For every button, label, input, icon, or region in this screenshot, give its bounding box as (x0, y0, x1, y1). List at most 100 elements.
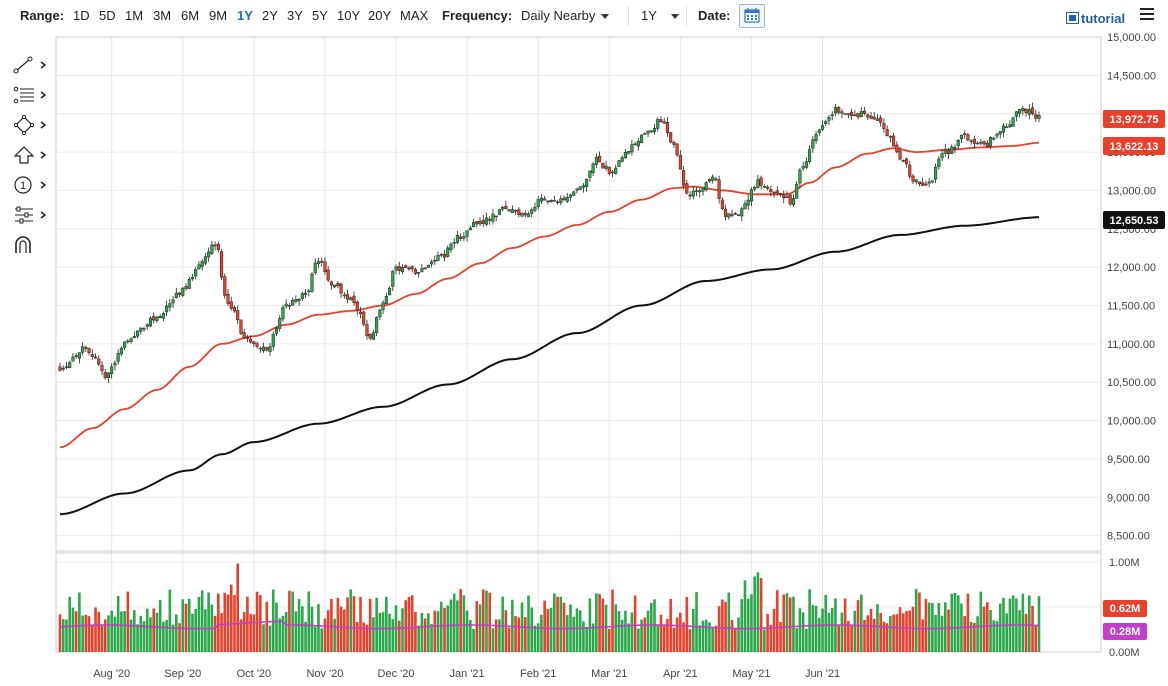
candle-body (698, 190, 702, 193)
candle-body (685, 183, 689, 194)
candle-body (93, 356, 98, 359)
range-6m-button[interactable]: 6M (181, 8, 200, 23)
candle-body (1024, 108, 1028, 113)
volume-bar (901, 613, 905, 652)
price-tick-label: 10,500.00 (1107, 377, 1156, 389)
shape-tool[interactable] (10, 114, 50, 136)
period-select[interactable]: 1Y (641, 8, 679, 24)
volume-bar (78, 592, 81, 652)
candle-body (927, 181, 931, 184)
date-tick-label: Aug '20 (93, 668, 130, 680)
chart-toolbar: Range: 1D 5D 1M 3M 6M 9M 1Y 2Y 3Y 5Y 10Y… (0, 0, 1168, 34)
volume-average-line (59, 620, 1040, 630)
volume-bar (840, 612, 844, 652)
chevron-down-icon (670, 14, 679, 20)
chevron-down-icon (601, 14, 610, 20)
sma200-line (59, 216, 1039, 516)
volume-bar (627, 623, 630, 652)
arrow-tool[interactable] (10, 144, 50, 166)
candle-body (135, 330, 140, 337)
range-1y-button[interactable]: 1Y (237, 8, 253, 23)
candle-body (985, 142, 989, 147)
volume-bar (478, 604, 482, 652)
frequency-select[interactable]: Daily Nearby (521, 8, 610, 24)
volume-bar (982, 606, 986, 652)
volume-bar (821, 608, 824, 652)
volume-bar (223, 592, 227, 652)
price-panel[interactable] (55, 36, 1102, 653)
range-9m-button[interactable]: 9M (209, 8, 228, 23)
candle-body (87, 348, 91, 354)
volume-bar (346, 597, 349, 652)
volume-bar (646, 610, 650, 652)
candlesticks[interactable] (58, 102, 1041, 384)
candle-body (546, 200, 550, 203)
price-tag: 13,972.75 (1103, 110, 1165, 128)
volume-bar (698, 625, 702, 652)
annotation-tool[interactable]: 1 (10, 174, 50, 196)
price-tick-label: 11,000.00 (1107, 339, 1155, 351)
candle-body (265, 347, 269, 351)
candle-body (678, 154, 682, 170)
volume-bar (330, 599, 333, 652)
fibonacci-tool[interactable] (10, 84, 50, 106)
candle-body (840, 111, 844, 114)
price-tick-label: 15,000.00 (1107, 32, 1156, 44)
volume-bar (178, 623, 181, 652)
candle-body (746, 199, 750, 206)
range-2y-button[interactable]: 2Y (262, 8, 278, 23)
volume-bar (481, 589, 485, 652)
indicator-tool[interactable] (10, 204, 50, 226)
volume-bar (417, 625, 420, 652)
candle-body (316, 261, 321, 264)
range-3y-button[interactable]: 3Y (287, 8, 303, 23)
hamburger-menu-button[interactable] (1140, 8, 1154, 22)
candle-body (714, 178, 718, 181)
candle-body (598, 155, 602, 163)
candle-body (646, 130, 650, 134)
candle-body (494, 215, 498, 218)
volume-bar (368, 598, 372, 652)
candle-body (594, 156, 598, 165)
tutorial-link[interactable]: tutorial (1066, 11, 1125, 26)
volume-bar (494, 619, 498, 652)
volume-bars[interactable] (58, 563, 1041, 652)
candle-body (707, 179, 711, 182)
candle-body (988, 137, 993, 147)
volume-bar (339, 606, 343, 652)
volume-bar (947, 609, 950, 652)
candle-body (155, 316, 159, 321)
volume-bar (446, 605, 450, 652)
candle-body (969, 140, 973, 143)
volume-bar (666, 618, 669, 652)
candle-body (950, 146, 954, 154)
range-3m-button[interactable]: 3M (153, 8, 172, 23)
range-5d-button[interactable]: 5D (99, 8, 116, 23)
candle-body (604, 165, 608, 169)
range-max-button[interactable]: MAX (400, 8, 429, 23)
range-10y-button[interactable]: 10Y (337, 8, 361, 23)
range-5y-button[interactable]: 5Y (312, 8, 328, 23)
candle-body (530, 209, 534, 214)
candle-body (701, 187, 705, 192)
volume-bar (126, 591, 130, 652)
candle-body (908, 164, 912, 177)
candle-body (953, 147, 957, 149)
candle-body (659, 119, 663, 122)
range-20y-button[interactable]: 20Y (368, 8, 392, 23)
candle-body (210, 244, 214, 254)
candle-body (992, 137, 996, 140)
volume-average-tag-text: 0.28M (1110, 626, 1141, 638)
calendar-button[interactable] (739, 4, 765, 28)
volume-bar (262, 624, 265, 652)
range-1m-button[interactable]: 1M (125, 8, 144, 23)
trendline-tool[interactable] (10, 54, 50, 76)
candle-body (507, 209, 511, 212)
volume-bar (649, 603, 653, 652)
magnet-tool[interactable] (10, 234, 50, 256)
candle-body (358, 311, 363, 314)
frequency-value: Daily Nearby (521, 8, 596, 23)
range-1d-button[interactable]: 1D (73, 8, 90, 23)
candle-body (623, 151, 627, 158)
